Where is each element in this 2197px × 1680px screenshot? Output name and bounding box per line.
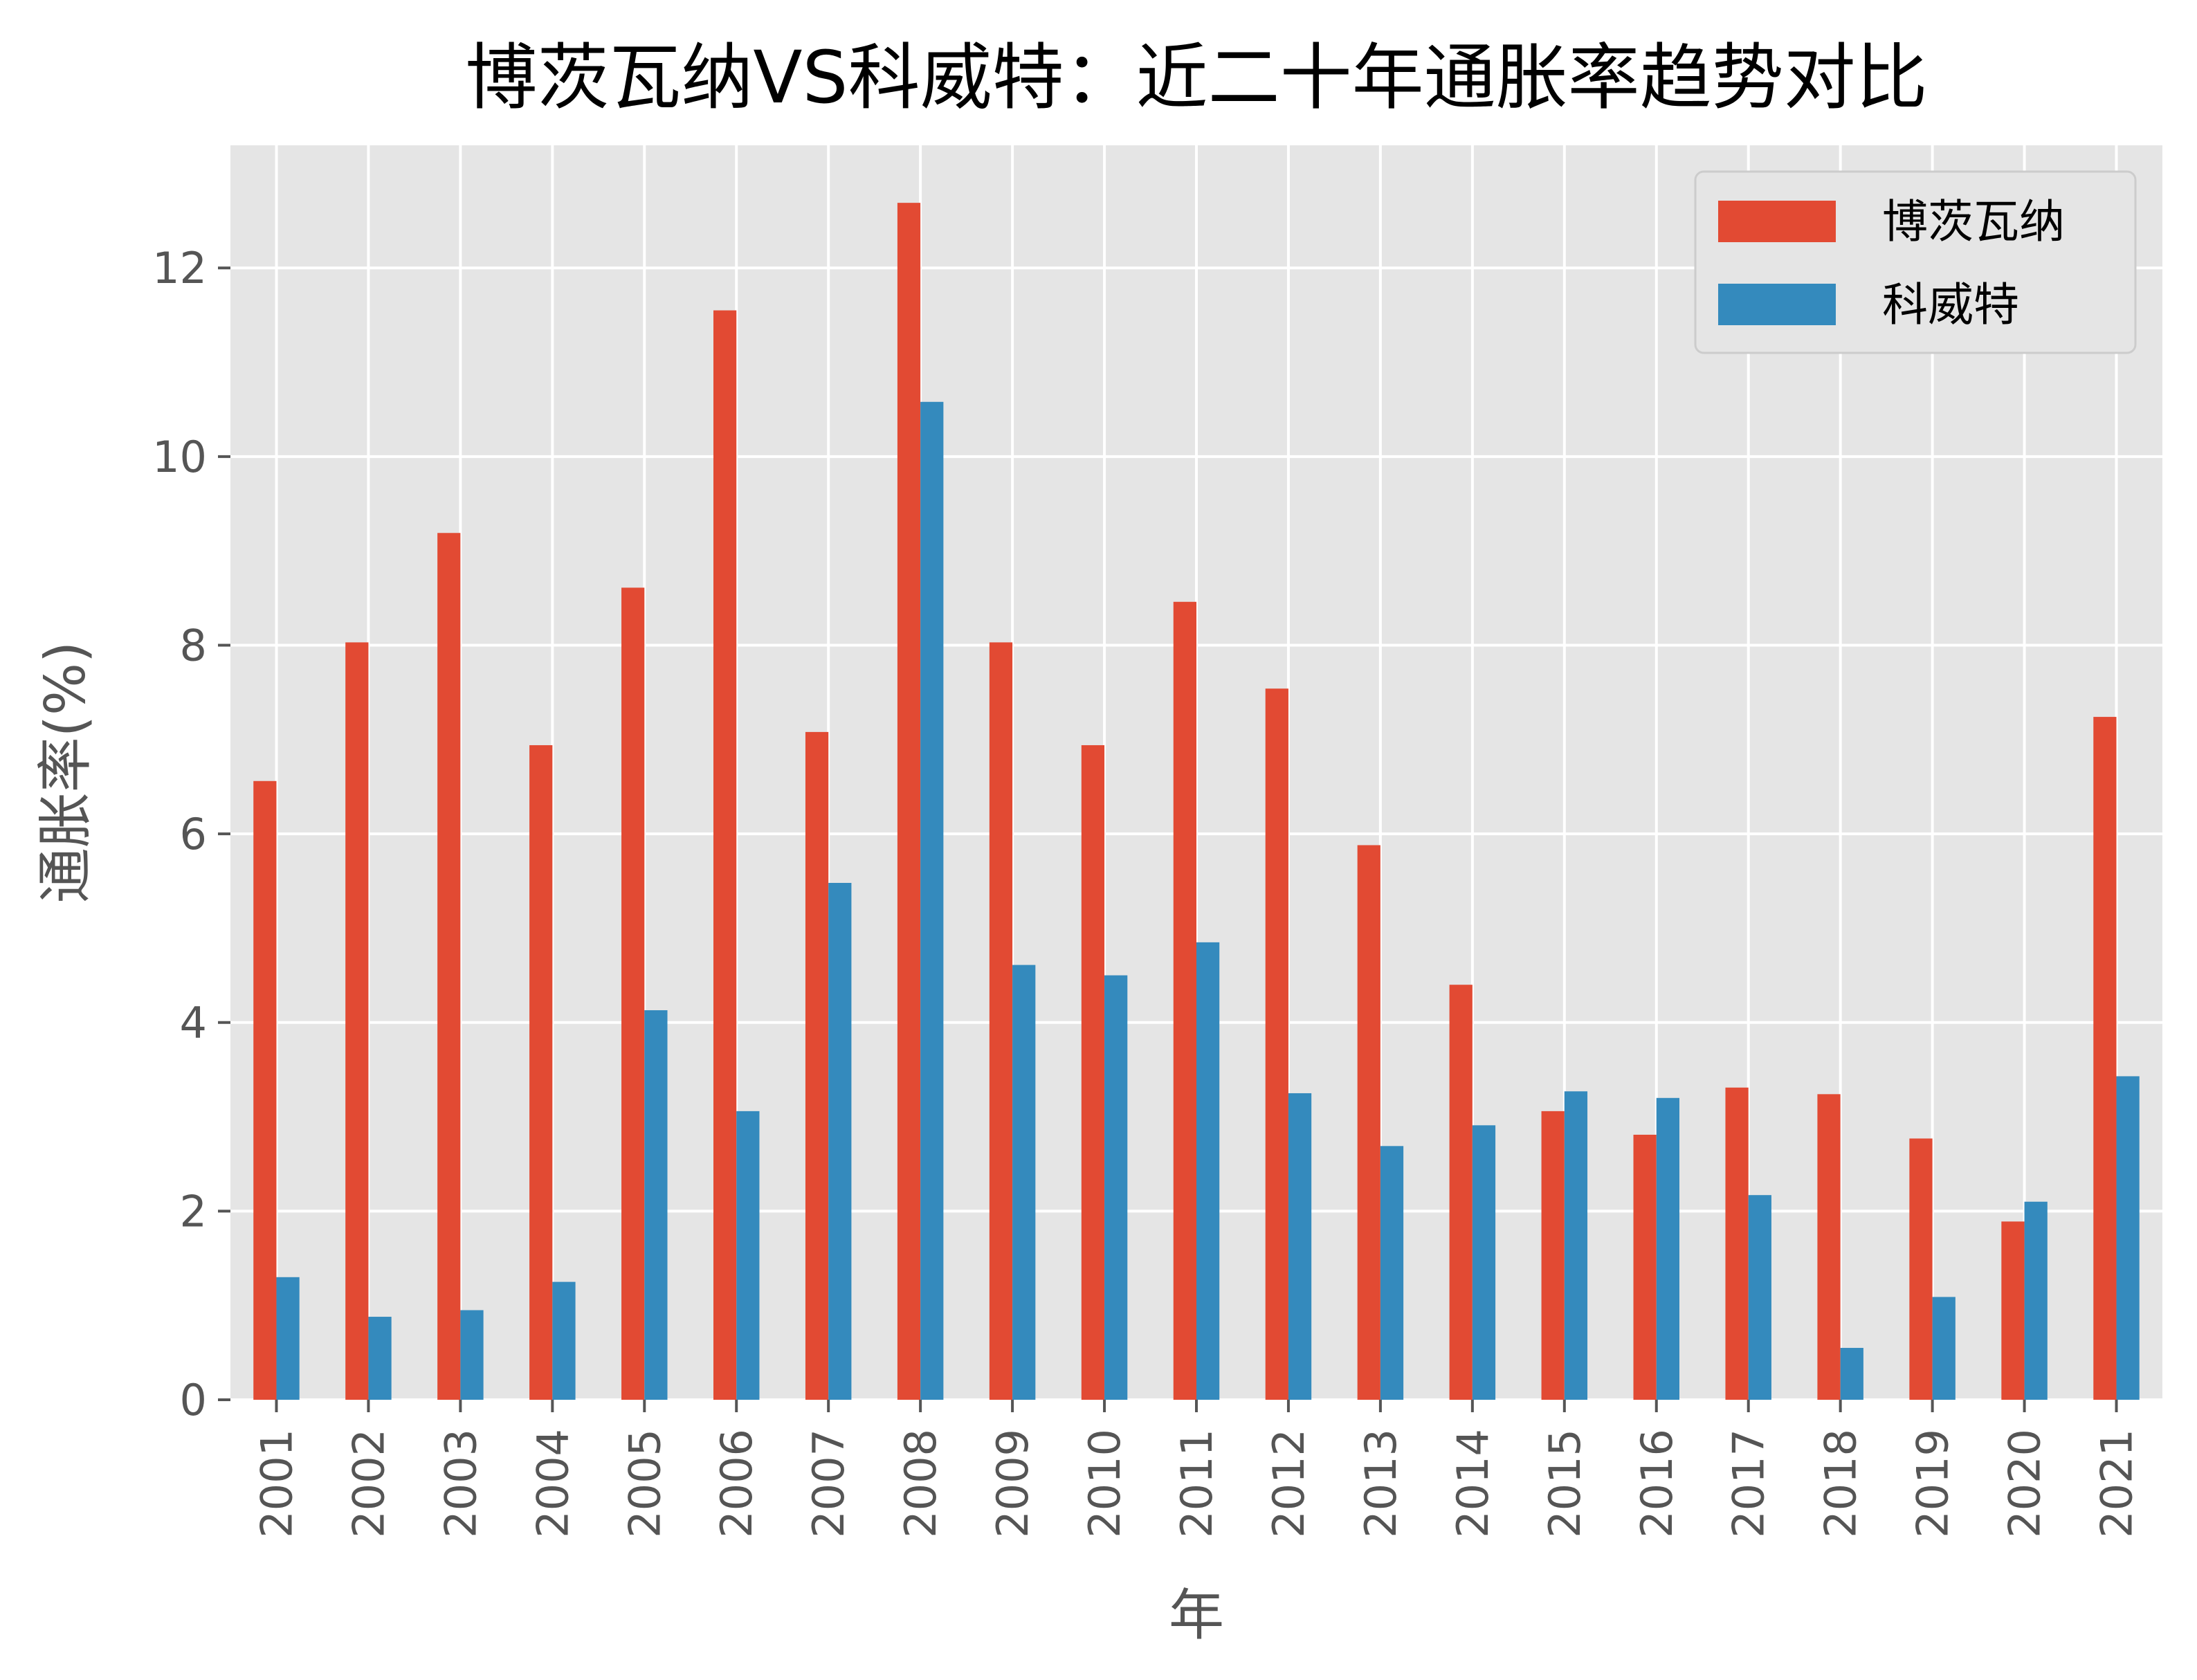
bar-kuwait-2001 xyxy=(276,1277,300,1400)
bar-botswana-2005 xyxy=(621,587,645,1400)
x-tick-label-2013: 2013 xyxy=(1356,1429,1406,1538)
bar-botswana-2016 xyxy=(1633,1134,1657,1400)
bar-kuwait-2004 xyxy=(552,1281,576,1400)
x-tick-label-2008: 2008 xyxy=(895,1429,946,1538)
x-tick-label-2012: 2012 xyxy=(1264,1429,1314,1538)
bar-botswana-2010 xyxy=(1081,745,1105,1400)
bar-kuwait-2012 xyxy=(1288,1093,1312,1400)
bar-kuwait-2009 xyxy=(1012,965,1036,1400)
bar-kuwait-2008 xyxy=(920,401,944,1400)
bar-botswana-2004 xyxy=(529,745,553,1400)
bar-botswana-2011 xyxy=(1173,601,1196,1400)
x-tick-label-2010: 2010 xyxy=(1079,1429,1130,1538)
bar-kuwait-2005 xyxy=(644,1010,668,1400)
x-tick-label-2017: 2017 xyxy=(1724,1429,1774,1538)
bar-botswana-2018 xyxy=(1817,1094,1841,1400)
bar-kuwait-2003 xyxy=(460,1310,484,1400)
y-tick-label-0: 0 xyxy=(180,1375,207,1425)
x-tick-label-2019: 2019 xyxy=(1908,1429,1958,1538)
y-tick-label-2: 2 xyxy=(180,1186,207,1236)
bar-botswana-2003 xyxy=(437,533,461,1400)
legend-swatch-botswana xyxy=(1718,201,1836,242)
y-tick-label-6: 6 xyxy=(180,809,207,859)
bar-botswana-2007 xyxy=(805,731,829,1400)
y-axis-label: 通胀率(%) xyxy=(33,641,98,903)
axis-ticks xyxy=(218,266,2118,1412)
y-tick-label-12: 12 xyxy=(152,243,207,293)
bar-botswana-2017 xyxy=(1725,1087,1749,1400)
y-tick-labels: 0 2 4 6 8 10 12 xyxy=(152,243,207,1425)
bar-kuwait-2017 xyxy=(1748,1195,1771,1400)
bar-botswana-2009 xyxy=(989,642,1013,1400)
x-tick-label-2009: 2009 xyxy=(987,1429,1038,1538)
bar-kuwait-2021 xyxy=(2116,1076,2140,1400)
x-tick-label-2016: 2016 xyxy=(1632,1429,1682,1538)
bar-kuwait-2011 xyxy=(1196,942,1220,1400)
bar-kuwait-2020 xyxy=(2024,1201,2048,1400)
bar-botswana-2002 xyxy=(345,642,369,1400)
bar-kuwait-2015 xyxy=(1564,1091,1588,1400)
x-tick-label-2002: 2002 xyxy=(343,1429,394,1538)
bar-kuwait-2007 xyxy=(828,882,852,1400)
legend-label-botswana: 博茨瓦纳 xyxy=(1882,195,2065,248)
bar-botswana-2001 xyxy=(253,780,277,1400)
bar-kuwait-2014 xyxy=(1472,1125,1496,1400)
bar-kuwait-2013 xyxy=(1380,1146,1404,1400)
bar-kuwait-2019 xyxy=(1932,1297,1956,1400)
x-tick-label-2020: 2020 xyxy=(2000,1429,2050,1538)
x-tick-label-2003: 2003 xyxy=(435,1429,486,1538)
x-tick-label-2004: 2004 xyxy=(527,1429,578,1538)
y-tick-label-4: 4 xyxy=(180,998,207,1048)
bar-botswana-2020 xyxy=(2001,1221,2025,1400)
bar-kuwait-2016 xyxy=(1656,1097,1679,1400)
chart-title: 博茨瓦纳VS科威特：近二十年通胀率趋势对比 xyxy=(465,35,1927,120)
bar-botswana-2006 xyxy=(713,310,737,1400)
y-tick-label-10: 10 xyxy=(152,432,207,482)
bar-kuwait-2010 xyxy=(1104,975,1128,1400)
x-tick-label-2018: 2018 xyxy=(1816,1429,1866,1538)
bar-botswana-2013 xyxy=(1357,845,1380,1400)
x-axis-label: 年 xyxy=(1169,1583,1224,1647)
bars xyxy=(253,203,2140,1400)
bar-botswana-2008 xyxy=(897,203,921,1400)
x-tick-label-2005: 2005 xyxy=(619,1429,670,1538)
bar-botswana-2021 xyxy=(2093,717,2117,1400)
bar-botswana-2019 xyxy=(1909,1138,1933,1400)
y-tick-label-8: 8 xyxy=(180,620,207,670)
legend-swatch-kuwait xyxy=(1718,284,1836,325)
bar-botswana-2012 xyxy=(1265,688,1288,1400)
x-tick-labels: 2001 2002 2003 2004 2005 2006 2007 2008 2009 2010… xyxy=(251,1429,2142,1538)
bar-botswana-2015 xyxy=(1541,1111,1565,1400)
x-tick-label-2011: 2011 xyxy=(1172,1429,1222,1538)
bar-kuwait-2018 xyxy=(1840,1348,1863,1400)
x-tick-label-2001: 2001 xyxy=(251,1429,302,1538)
x-tick-label-2007: 2007 xyxy=(803,1429,854,1538)
legend: 博茨瓦纳 科威特 xyxy=(1694,170,2137,354)
bar-kuwait-2002 xyxy=(368,1317,392,1400)
x-tick-label-2015: 2015 xyxy=(1540,1429,1590,1538)
bar-kuwait-2006 xyxy=(736,1111,760,1400)
x-tick-label-2014: 2014 xyxy=(1448,1429,1498,1538)
x-tick-label-2006: 2006 xyxy=(711,1429,762,1538)
x-tick-label-2021: 2021 xyxy=(2092,1429,2142,1538)
legend-label-kuwait: 科威特 xyxy=(1882,278,2019,331)
bar-botswana-2014 xyxy=(1449,985,1473,1400)
